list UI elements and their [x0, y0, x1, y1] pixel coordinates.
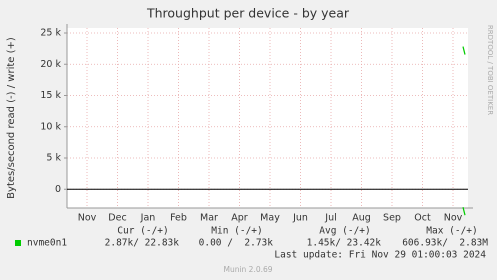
- x-tick-label: Apr: [231, 213, 248, 224]
- chart-title: Throughput per device - by year: [146, 6, 350, 21]
- y-tick-label: 5 k: [46, 153, 61, 164]
- x-tick-label: Sep: [383, 213, 401, 224]
- last-update: Last update: Fri Nov 29 01:00:03 2024: [274, 250, 486, 261]
- x-tick-label: Feb: [170, 213, 187, 224]
- legend-header: Avg (-/+): [319, 226, 370, 237]
- legend-value: 1.45k/ 23.42k: [307, 238, 382, 249]
- footer: Munin 2.0.69: [223, 265, 272, 274]
- line-point: [462, 207, 466, 216]
- y-tick-label: 15 k: [40, 90, 61, 101]
- x-tick-label: Aug: [352, 213, 371, 224]
- legend-value: 2.87k/ 22.83k: [105, 238, 180, 249]
- x-tick-label: Oct: [414, 213, 431, 224]
- legend-header: Max (-/+): [426, 226, 477, 237]
- x-tick-label: Jun: [292, 213, 308, 224]
- x-tick-label: May: [260, 213, 280, 224]
- legend-entry: nvme0n1: [27, 238, 67, 249]
- x-tick-label: Jan: [140, 213, 156, 224]
- plot-area: [67, 28, 468, 208]
- legend-swatch: [15, 240, 21, 246]
- x-tick-label: Jul: [324, 213, 336, 224]
- y-tick-label: 25 k: [40, 28, 61, 39]
- x-tick-label: Dec: [108, 213, 126, 224]
- x-tick-label: Nov: [78, 213, 97, 224]
- legend-value: 606.93k/ 2.83M: [402, 238, 488, 249]
- legend-header: Min (-/+): [211, 226, 262, 237]
- y-tick-label: 0: [55, 184, 61, 195]
- x-tick-label: Nov: [444, 213, 463, 224]
- y-tick-label: 10 k: [40, 121, 61, 132]
- y-axis-label: Bytes/second read (-) / write (+): [6, 37, 17, 199]
- x-tick-label: Mar: [200, 213, 218, 224]
- side-text: RRDTOOL / TOBI OETIKER: [486, 25, 494, 115]
- legend-header: Cur (-/+): [117, 226, 168, 237]
- line-point: [462, 46, 466, 55]
- legend-value: 0.00 / 2.73k: [199, 238, 274, 249]
- y-tick-label: 20 k: [40, 59, 61, 70]
